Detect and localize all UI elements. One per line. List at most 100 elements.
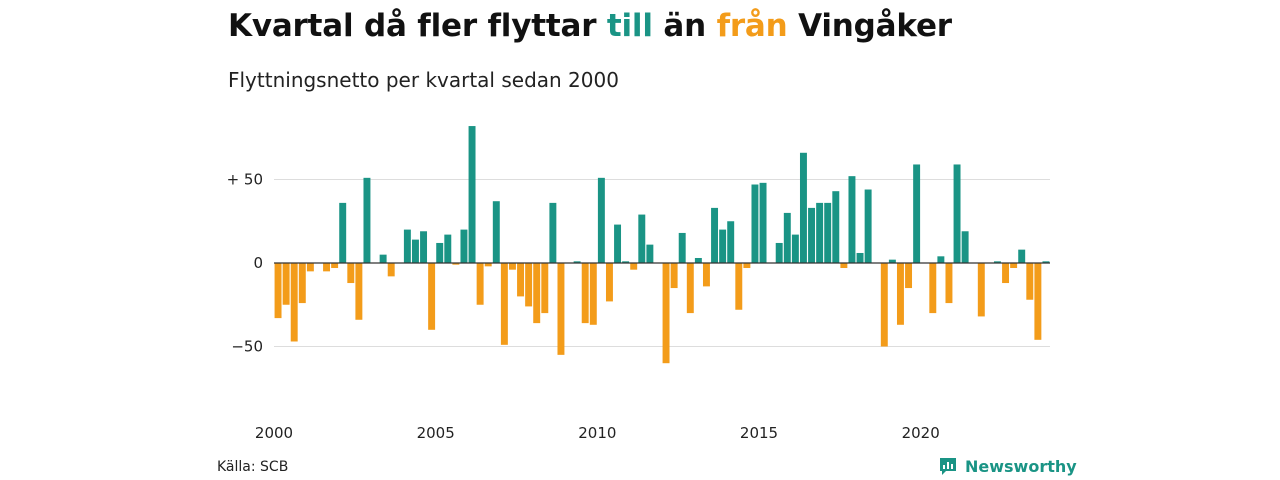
- bar: [533, 263, 541, 324]
- bar: [888, 259, 896, 263]
- brand-name: Newsworthy: [965, 456, 1077, 476]
- bar: [508, 263, 516, 270]
- bar: [549, 202, 557, 263]
- bar: [678, 232, 686, 263]
- bar: [896, 263, 904, 325]
- chart-subtitle: Flyttningsnetto per kvartal sedan 2000: [228, 68, 619, 92]
- bar: [306, 263, 314, 272]
- bar: [848, 176, 856, 263]
- y-tick-label: −50: [231, 338, 263, 356]
- bar: [1034, 263, 1042, 340]
- bar: [937, 256, 945, 263]
- bar: [581, 263, 589, 324]
- bar: [614, 224, 622, 263]
- bar: [711, 207, 719, 263]
- bar: [840, 263, 848, 269]
- bar: [929, 263, 937, 314]
- title-part-2: än: [652, 8, 717, 44]
- bar: [808, 207, 816, 263]
- bar: [379, 254, 387, 263]
- bar: [1010, 263, 1018, 269]
- bar: [339, 202, 347, 263]
- bar: [517, 263, 525, 297]
- bar: [428, 263, 436, 330]
- bar: [856, 252, 864, 263]
- bar: [993, 261, 1001, 263]
- bar: [1026, 263, 1034, 300]
- bar: [573, 261, 581, 263]
- bar: [759, 182, 767, 263]
- bar: [953, 164, 961, 263]
- bar: [420, 231, 428, 263]
- bar: [484, 263, 492, 267]
- title-part-1: Kvartal då fler flyttar: [228, 8, 607, 44]
- bar: [492, 201, 500, 263]
- bar: [500, 263, 508, 345]
- bar: [355, 263, 363, 320]
- bar: [363, 177, 371, 263]
- bar: [1042, 261, 1050, 263]
- bar: [670, 263, 678, 289]
- bar: [662, 263, 670, 364]
- bar: [694, 257, 702, 263]
- y-tick-label: 0: [253, 254, 263, 272]
- chart-area: + 50 0 −50 2000 2005 2010 2015 2020: [227, 126, 1050, 442]
- bar: [290, 263, 298, 342]
- newsworthy-icon: [940, 458, 956, 475]
- bar: [977, 263, 985, 317]
- x-tick-label: 2000: [255, 424, 293, 442]
- bar: [589, 263, 597, 325]
- bar: [403, 229, 411, 263]
- bar: [331, 263, 339, 269]
- bar: [719, 229, 727, 263]
- x-tick-label: 2010: [578, 424, 616, 442]
- source-note: Källa: SCB: [217, 459, 289, 475]
- bar: [880, 263, 888, 347]
- bar: [622, 261, 630, 263]
- bar: [1002, 263, 1010, 284]
- bar: [751, 184, 759, 263]
- bar: [347, 263, 355, 284]
- bar: [743, 263, 751, 269]
- bar: [444, 234, 452, 263]
- bar: [452, 263, 460, 265]
- bar: [541, 263, 549, 314]
- bar: [864, 189, 872, 263]
- bar: [282, 263, 290, 305]
- bar: [702, 263, 710, 287]
- bar: [799, 152, 807, 263]
- bar: [323, 263, 331, 272]
- bar: [597, 177, 605, 263]
- x-tick-label: 2005: [417, 424, 455, 442]
- bar: [945, 263, 953, 304]
- brand-logo: Newsworthy: [938, 456, 1077, 476]
- x-tick-label: 2020: [902, 424, 940, 442]
- bar: [557, 263, 565, 355]
- chart-title: Kvartal då fler flyttar till än från Vin…: [228, 8, 952, 44]
- bar: [905, 263, 913, 289]
- bar: [436, 242, 444, 263]
- bar: [727, 221, 735, 263]
- bar: [460, 229, 468, 263]
- bar: [686, 263, 694, 314]
- bar: [783, 212, 791, 263]
- bar: [630, 263, 638, 270]
- bar: [468, 126, 476, 263]
- title-part-3: Vingåker: [787, 8, 952, 44]
- bar: [646, 244, 654, 263]
- title-highlight-till: till: [606, 8, 653, 44]
- bar: [411, 239, 419, 263]
- y-tick-label: + 50: [227, 171, 263, 189]
- bar: [638, 214, 646, 263]
- bar: [274, 263, 282, 319]
- bar: [816, 202, 824, 263]
- bar: [913, 164, 921, 263]
- bar: [525, 263, 533, 307]
- bar: [735, 263, 743, 310]
- bar: [791, 234, 799, 263]
- bar: [832, 191, 840, 263]
- bar: [775, 242, 783, 263]
- title-highlight-fran: från: [716, 8, 788, 44]
- x-tick-label: 2015: [740, 424, 778, 442]
- bar: [298, 263, 306, 304]
